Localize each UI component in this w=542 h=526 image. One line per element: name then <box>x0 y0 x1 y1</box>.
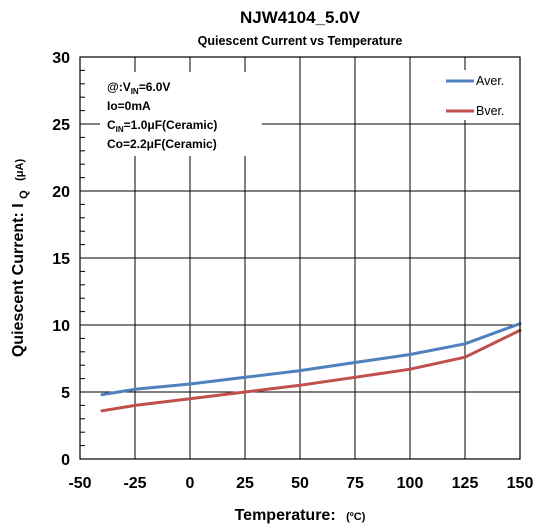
x-axis-label-main: Temperature: <box>235 507 336 524</box>
condition-line: Co=2.2μF(Ceramic) <box>107 137 217 151</box>
conditions-box-bg <box>100 72 262 156</box>
condition-line: CIN=1.0μF(Ceramic) <box>107 118 217 134</box>
x-tick-label: 125 <box>452 475 479 492</box>
y-tick-label: 25 <box>52 117 70 134</box>
y-tick-label: 10 <box>52 318 70 335</box>
x-axis-label: Temperature: (ºC) <box>235 507 366 524</box>
chart-subtitle: Quiescent Current vs Temperature <box>198 34 403 48</box>
legend-label-aver: Aver. <box>476 74 504 88</box>
legend-label-bver: Bver. <box>476 104 505 118</box>
y-tick-label: 0 <box>61 452 70 469</box>
x-axis-label-unit: (ºC) <box>346 511 366 523</box>
y-tick-label: 30 <box>52 50 70 67</box>
y-axis-label: Quiescent Current: I Q (μA) <box>10 159 31 358</box>
y-tick-labels: 0 5 10 15 20 25 30 <box>52 50 70 469</box>
series-layer <box>100 322 522 413</box>
y-tick-label: 5 <box>61 385 70 402</box>
y-axis-label-unit: (μA) <box>14 159 26 181</box>
chart-title: NJW4104_5.0V <box>240 8 361 27</box>
x-tick-label: -25 <box>123 475 146 492</box>
plot-border <box>79 56 521 460</box>
legend: Aver. Bver. <box>442 70 518 120</box>
conditions-box: @:VIN=6.0V Io=0mA CIN=1.0μF(Ceramic) Co=… <box>100 72 262 156</box>
y-tick-label: 15 <box>52 251 70 268</box>
x-tick-label: 150 <box>507 475 534 492</box>
x-tick-label: 100 <box>397 475 424 492</box>
x-tick-label: 50 <box>291 475 309 492</box>
x-tick-label: 25 <box>236 475 254 492</box>
x-tick-label: 75 <box>346 475 364 492</box>
series-line-aver <box>100 322 522 397</box>
condition-line: @:VIN=6.0V <box>107 80 170 96</box>
x-tick-label: -50 <box>68 475 91 492</box>
x-tick-label: 0 <box>186 475 195 492</box>
condition-line: Io=0mA <box>107 99 151 113</box>
y-axis-label-sub: Q <box>18 190 30 199</box>
y-minor-ticks <box>80 69 85 447</box>
series-line-bver <box>100 328 522 413</box>
x-tick-labels: -50 -25 0 25 50 75 100 125 150 <box>68 475 533 492</box>
y-tick-label: 20 <box>52 184 70 201</box>
y-axis-label-main: Quiescent Current: I <box>10 203 27 357</box>
